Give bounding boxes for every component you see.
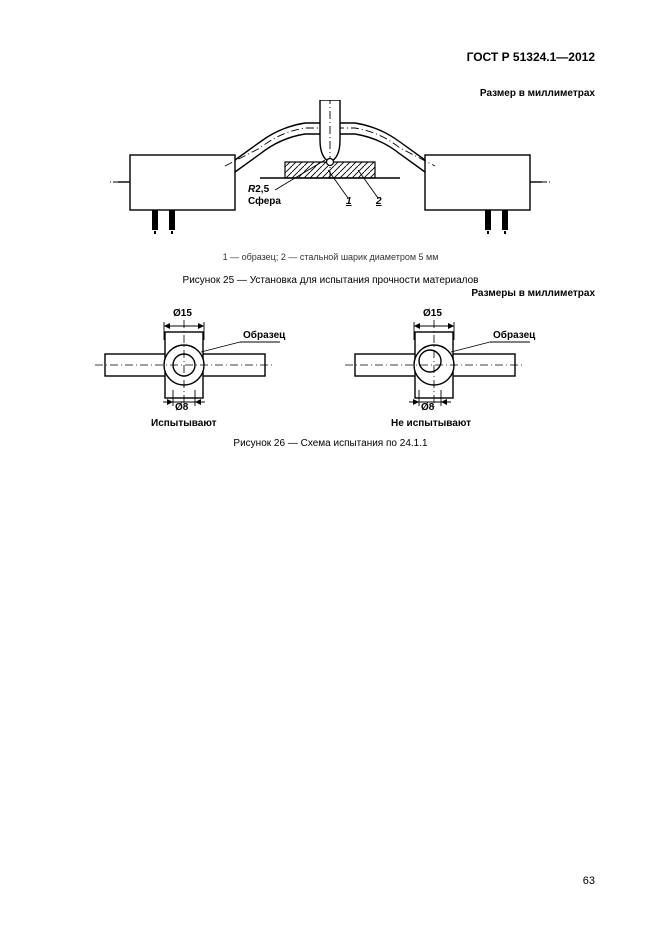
dim-note-1: Размер в миллиметрах [480,88,595,99]
caption-26: Рисунок 26 — Схема испытания по 24.1.1 [0,438,661,449]
legend-25: 1 — образец; 2 — стальной шарик диаметро… [0,252,661,262]
sample-left: Образец [243,330,285,341]
right-cap: Не испытывают [391,418,471,429]
r-label: R2,5 [248,184,269,195]
d15-right: Ø15 [423,308,442,319]
d8-right: Ø8 [421,402,434,413]
d15-left: Ø15 [173,308,192,319]
dim-note-2: Размеры в миллиметрах [471,288,595,299]
page-number: 63 [583,875,595,887]
sphere-label: Сфера [248,196,281,207]
index-1: 1 [346,196,352,207]
index-2: 2 [376,196,382,207]
sample-right: Образец [493,330,535,341]
page: ГОСТ Р 51324.1—2012 Размер в миллиметрах [0,0,661,935]
figure-26: Ø15 Ø8 Образец Испытывают Ø15 Ø8 Образец… [95,302,565,432]
caption-25: Рисунок 25 — Установка для испытания про… [0,275,661,286]
d8-left: Ø8 [175,402,188,413]
left-cap: Испытывают [151,418,217,429]
figure-25: R2,5 Сфера 1 2 [100,100,560,245]
doc-header: ГОСТ Р 51324.1—2012 [467,50,595,64]
